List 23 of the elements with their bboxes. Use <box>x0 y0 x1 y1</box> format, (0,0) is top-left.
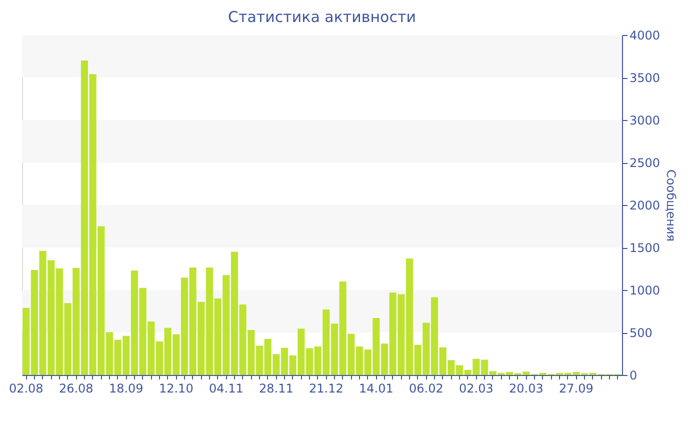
y-tick-label: 3000 <box>630 114 660 128</box>
x-tick-label: 20.03 <box>509 382 544 396</box>
y-tick-label: 2000 <box>630 198 660 212</box>
y-tick-label: 3500 <box>630 71 660 85</box>
y-tick-label: 1500 <box>630 241 660 255</box>
x-tick-label: 12.10 <box>158 382 194 396</box>
x-tick-label: 14.01 <box>358 382 394 396</box>
x-tick-label: 04.11 <box>208 382 244 396</box>
x-tick-label: 21.12 <box>308 382 344 396</box>
y-tick-label: 0 <box>630 368 638 382</box>
y-axis-title: Сообщения <box>664 169 678 242</box>
x-tick-label: 26.08 <box>58 382 94 396</box>
x-tick-label: 28.11 <box>258 382 294 396</box>
x-tick-label: 02.08 <box>8 382 44 396</box>
x-tick-label: 27.09 <box>559 382 594 396</box>
x-tick-label: 02.03 <box>459 382 494 396</box>
y-tick-label: 2500 <box>630 156 660 170</box>
chart-title: Статистика активности <box>228 8 416 26</box>
y-tick-label: 1000 <box>630 284 660 298</box>
y-tick-label: 500 <box>630 326 652 340</box>
x-tick-label: 18.09 <box>108 382 144 396</box>
y-tick-label: 4000 <box>630 28 660 42</box>
x-tick-label: 06.02 <box>409 382 444 396</box>
